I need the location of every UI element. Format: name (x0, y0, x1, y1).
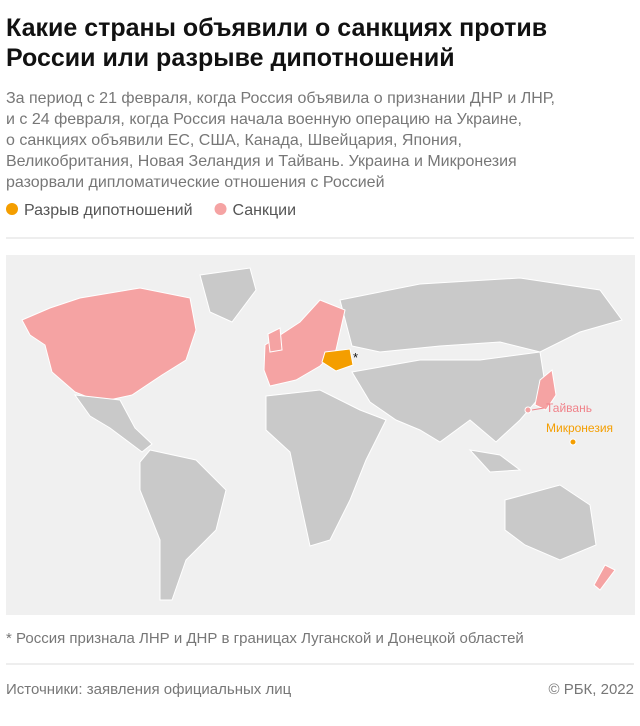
indonesia (468, 449, 522, 473)
greenland (199, 267, 257, 323)
taiwan-pointer (531, 407, 545, 411)
subtitle-line: и с 24 февраля, когда Россия начала воен… (6, 111, 522, 128)
micronesia (569, 438, 577, 446)
title: Какие страны объявили о санкциях против (6, 14, 547, 42)
micronesia-label: Микронезия (546, 421, 613, 435)
legend-swatch (6, 203, 18, 215)
australia (504, 484, 597, 561)
taiwan (524, 406, 532, 414)
asterisk-marker: * (353, 350, 358, 365)
subtitle-line: разорвали дипломатические отношения с Ро… (6, 174, 385, 191)
subtitle-line: За период с 21 февраля, когда Россия объ… (6, 90, 555, 107)
japan (534, 369, 557, 411)
world-map (21, 267, 623, 601)
legend-label: Санкции (233, 202, 297, 219)
asia (351, 351, 547, 443)
copyright: © РБК, 2022 (548, 681, 634, 698)
ukraine (321, 348, 354, 372)
russia (339, 277, 623, 353)
central-america (73, 394, 153, 453)
footnote: * Россия признала ЛНР и ДНР в границах Л… (6, 630, 524, 647)
new-zealand (593, 564, 616, 591)
legend-swatch (214, 203, 227, 215)
legend-label: Разрыв дипотношений (24, 202, 193, 219)
usa-canada (21, 287, 197, 403)
taiwan-label: Тайвань (546, 401, 592, 415)
title: России или разрыве дипотношений (6, 44, 455, 72)
source: Источники: заявления официальных лиц (6, 681, 292, 698)
uk (267, 327, 283, 353)
subtitle-line: Великобритания, Новая Зеландия и Тайвань… (6, 153, 517, 170)
africa (265, 389, 387, 547)
south-america (139, 449, 227, 601)
subtitle-line: о санкциях объявили ЕС, США, Канада, Шве… (6, 132, 462, 149)
